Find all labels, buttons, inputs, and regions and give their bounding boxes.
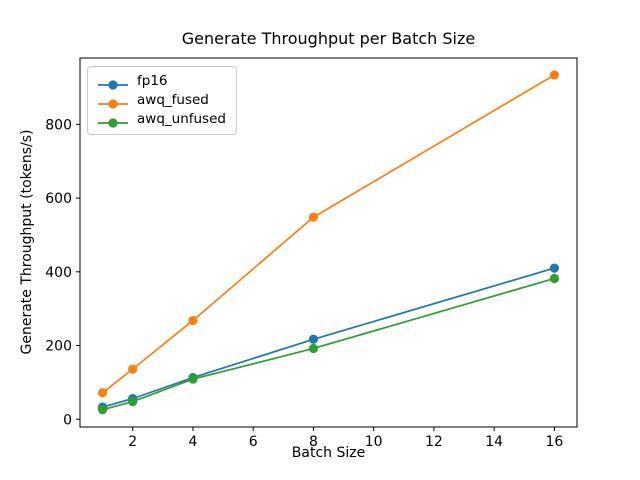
legend-label: fp16 (137, 73, 168, 89)
legend-item-awq-fused: awq_fused (97, 91, 226, 110)
x-axis-label: Batch Size (291, 445, 366, 461)
line-marker-icon (97, 76, 129, 90)
svg-text:14: 14 (485, 434, 503, 450)
svg-text:2: 2 (128, 434, 137, 450)
svg-text:200: 200 (45, 339, 72, 355)
svg-text:10: 10 (365, 434, 383, 450)
legend-label: awq_fused (137, 92, 209, 108)
line-marker-icon (97, 114, 129, 128)
chart-title: Generate Throughput per Batch Size (181, 29, 476, 48)
legend-label: awq_unfused (137, 111, 226, 127)
y-axis-label: Generate Throughput (tokens/s) (19, 129, 35, 355)
svg-text:6: 6 (249, 434, 258, 450)
svg-text:800: 800 (45, 117, 72, 133)
svg-text:12: 12 (425, 434, 443, 450)
line-marker-icon (97, 95, 129, 109)
legend: fp16 awq_fused awq_unfused (87, 66, 237, 135)
legend-item-awq-unfused: awq_unfused (97, 110, 226, 129)
svg-text:4: 4 (188, 434, 197, 450)
svg-text:8: 8 (309, 434, 318, 450)
svg-text:0: 0 (63, 412, 72, 428)
svg-text:600: 600 (45, 191, 72, 207)
svg-text:400: 400 (45, 265, 72, 281)
legend-item-fp16: fp16 (97, 72, 226, 91)
svg-text:16: 16 (545, 434, 563, 450)
